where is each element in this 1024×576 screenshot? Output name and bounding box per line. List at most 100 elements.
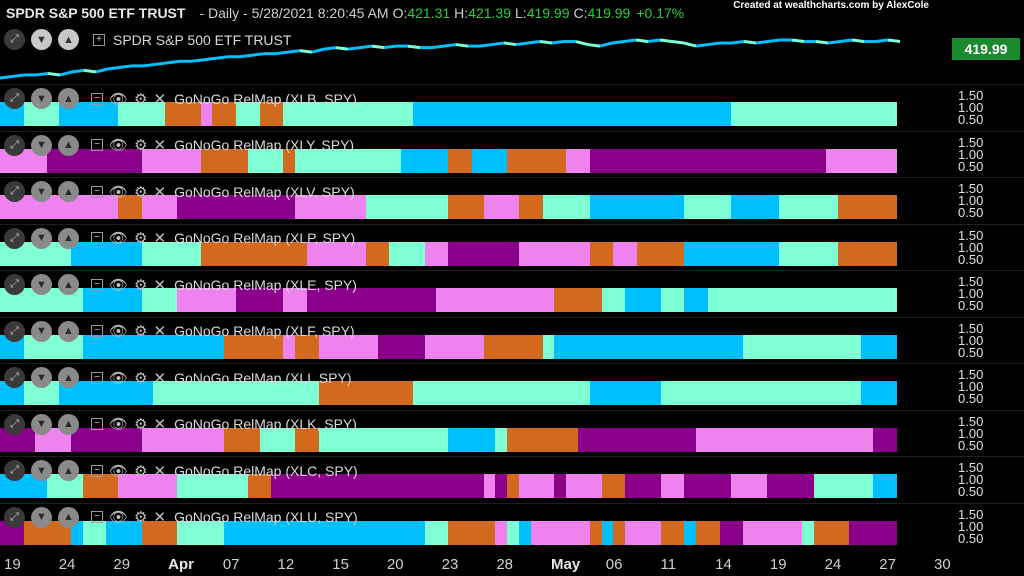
- move-down-icon[interactable]: ▼: [31, 181, 52, 202]
- price-segment: [575, 40, 589, 47]
- gear-icon[interactable]: ⚙: [134, 323, 148, 340]
- gear-icon[interactable]: ⚙: [134, 137, 148, 154]
- relmap-segment: [188, 427, 201, 452]
- move-down-icon[interactable]: ▼: [31, 29, 52, 50]
- move-down-icon[interactable]: ▼: [31, 460, 52, 481]
- eye-icon[interactable]: 👁: [109, 323, 129, 340]
- expand-icon[interactable]: ⤢: [4, 227, 25, 249]
- expand-icon[interactable]: ⤢: [4, 29, 25, 50]
- move-down-icon[interactable]: ▼: [31, 274, 52, 295]
- gear-icon[interactable]: ⚙: [134, 183, 148, 201]
- close-icon[interactable]: ✕: [153, 276, 167, 294]
- collapse-icon[interactable]: −: [91, 185, 103, 198]
- eye-icon[interactable]: 👁: [109, 462, 129, 480]
- close-icon[interactable]: ✕: [153, 509, 167, 526]
- gear-icon[interactable]: ⚙: [134, 462, 148, 480]
- relmap-segment: [460, 102, 472, 126]
- relmap-segment: [849, 148, 862, 173]
- relmap-segment: [365, 102, 378, 126]
- close-icon[interactable]: ✕: [153, 90, 167, 108]
- symbol-name: SPDR S&P 500 ETF TRUST: [6, 5, 186, 21]
- relmap-segment: [436, 148, 449, 173]
- expand-icon[interactable]: ⤢: [4, 367, 25, 388]
- collapse-icon[interactable]: +: [93, 33, 105, 46]
- collapse-icon[interactable]: −: [91, 325, 103, 337]
- expand-icon[interactable]: ⤢: [4, 413, 25, 435]
- gear-icon[interactable]: ⚙: [134, 276, 148, 294]
- move-up-icon[interactable]: ▲: [58, 88, 79, 109]
- move-down-icon[interactable]: ▼: [31, 227, 52, 249]
- eye-icon[interactable]: 👁: [109, 183, 129, 201]
- move-up-icon[interactable]: ▲: [58, 506, 79, 528]
- close-icon[interactable]: ✕: [153, 183, 167, 201]
- move-up-icon[interactable]: ▲: [58, 181, 79, 202]
- relmap-segment: [306, 520, 319, 545]
- expand-icon[interactable]: ⤢: [4, 181, 25, 202]
- gear-icon[interactable]: ⚙: [134, 230, 148, 247]
- close-icon[interactable]: ✕: [153, 323, 167, 340]
- collapse-icon[interactable]: −: [91, 511, 103, 523]
- eye-icon[interactable]: 👁: [109, 509, 129, 526]
- price-segment: [683, 41, 697, 48]
- close-icon[interactable]: ✕: [153, 369, 167, 387]
- expand-icon[interactable]: ⤢: [4, 134, 25, 156]
- collapse-icon[interactable]: −: [91, 139, 103, 151]
- close-icon[interactable]: ✕: [153, 137, 167, 154]
- eye-icon[interactable]: 👁: [109, 416, 129, 433]
- collapse-icon[interactable]: −: [91, 418, 103, 430]
- relmap-segment: [82, 102, 95, 126]
- expand-icon[interactable]: ⤢: [4, 506, 25, 528]
- collapse-icon[interactable]: −: [91, 278, 103, 291]
- close-icon[interactable]: ✕: [153, 462, 167, 480]
- price-segment: [527, 40, 541, 45]
- move-down-icon[interactable]: ▼: [31, 134, 52, 156]
- close-icon[interactable]: ✕: [153, 230, 167, 247]
- eye-icon[interactable]: 👁: [109, 230, 129, 247]
- close-icon[interactable]: ✕: [153, 416, 167, 433]
- expand-icon[interactable]: ⤢: [4, 460, 25, 481]
- expand-icon[interactable]: ⤢: [4, 320, 25, 342]
- relmap-segment: [837, 241, 850, 266]
- y-tick-label: 1.50: [958, 88, 984, 103]
- eye-icon[interactable]: 👁: [109, 90, 129, 108]
- move-up-icon[interactable]: ▲: [58, 227, 79, 249]
- move-up-icon[interactable]: ▲: [58, 320, 79, 342]
- gear-icon[interactable]: ⚙: [134, 369, 148, 387]
- relmap-segment: [117, 288, 130, 312]
- move-up-icon[interactable]: ▲: [58, 134, 79, 156]
- collapse-icon[interactable]: −: [91, 232, 103, 244]
- move-up-icon[interactable]: ▲: [58, 29, 79, 50]
- pane-separator: [0, 409, 1024, 411]
- relmap-segment: [530, 381, 543, 405]
- relmap-segment: [283, 381, 295, 405]
- move-up-icon[interactable]: ▲: [58, 413, 79, 435]
- price-segment: [383, 44, 397, 50]
- eye-icon[interactable]: 👁: [109, 137, 129, 154]
- collapse-icon[interactable]: −: [91, 464, 103, 477]
- move-down-icon[interactable]: ▼: [31, 506, 52, 528]
- move-down-icon[interactable]: ▼: [31, 413, 52, 435]
- move-up-icon[interactable]: ▲: [58, 460, 79, 481]
- move-down-icon[interactable]: ▼: [31, 320, 52, 342]
- relmap-segment: [141, 195, 154, 219]
- collapse-icon[interactable]: −: [91, 371, 103, 384]
- relmap-segment: [70, 334, 83, 359]
- gear-icon[interactable]: ⚙: [134, 416, 148, 433]
- move-up-icon[interactable]: ▲: [58, 367, 79, 388]
- relmap-segment: [766, 148, 779, 173]
- relmap-segment: [813, 288, 826, 312]
- move-up-icon[interactable]: ▲: [58, 274, 79, 295]
- gear-icon[interactable]: ⚙: [134, 509, 148, 526]
- eye-icon[interactable]: 👁: [109, 369, 129, 387]
- expand-icon[interactable]: ⤢: [4, 88, 25, 109]
- move-down-icon[interactable]: ▼: [31, 367, 52, 388]
- relmap-segment: [849, 474, 862, 498]
- expand-icon[interactable]: ⤢: [4, 274, 25, 295]
- relmap-segment: [318, 241, 331, 266]
- collapse-icon[interactable]: −: [91, 92, 103, 105]
- y-tick-label: 1.00: [958, 332, 984, 348]
- relmap-title: GoNoGo RelMap (XLI, SPY): [174, 369, 352, 386]
- eye-icon[interactable]: 👁: [109, 276, 129, 294]
- move-down-icon[interactable]: ▼: [31, 88, 52, 109]
- gear-icon[interactable]: ⚙: [134, 90, 148, 108]
